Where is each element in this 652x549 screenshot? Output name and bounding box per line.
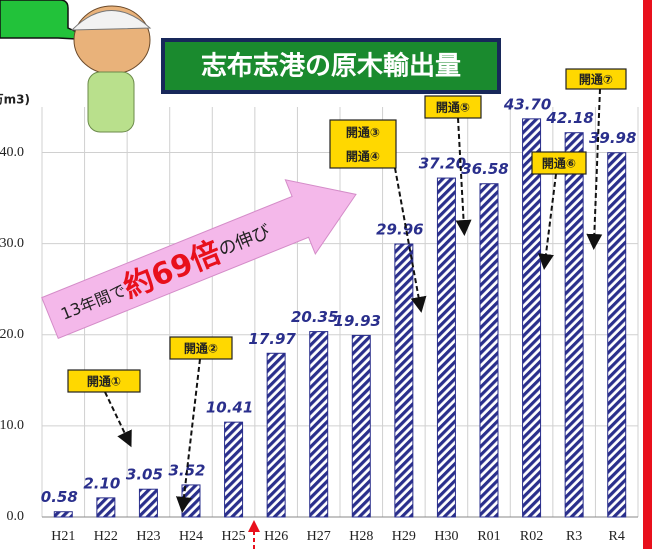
x-tick-label: H29	[392, 529, 416, 544]
bar	[54, 512, 72, 517]
annotation-arrow	[594, 89, 600, 242]
bar	[437, 178, 455, 517]
mascot	[72, 6, 150, 132]
x-tick-label: R02	[520, 529, 543, 544]
bar	[352, 335, 370, 517]
bar	[608, 153, 626, 517]
value-label: 19.93	[334, 312, 381, 330]
bar	[267, 353, 285, 517]
bar	[225, 422, 243, 517]
annotation-text: 開通①	[87, 374, 121, 389]
x-tick-label: H21	[51, 529, 75, 544]
marker-arrow-head	[248, 520, 260, 532]
chart-title: 志布志港の原木輸出量	[201, 51, 461, 82]
value-label: 17.97	[248, 330, 296, 348]
bar	[395, 244, 413, 517]
y-tick-label: 20.0	[0, 327, 24, 342]
bar	[97, 498, 115, 517]
value-label: 37.20	[419, 155, 466, 173]
value-label: 39.98	[589, 129, 636, 147]
value-label: 3.05	[126, 466, 163, 484]
annotation-text: 開通⑤	[436, 100, 470, 115]
value-label: 10.41	[206, 399, 253, 417]
bar	[480, 184, 498, 517]
x-tick-label: H22	[94, 529, 118, 544]
edge-bar	[643, 0, 652, 549]
chart: 0.0 10.0 20.0 30.0 40.0 H21 0.58 H22 2.10 H23 3.05…	[0, 0, 652, 549]
value-label: 2.10	[83, 474, 120, 492]
y-tick-label: 40.0	[0, 145, 24, 160]
annotation-text: 開通⑥	[542, 156, 576, 171]
x-tick-label: H28	[349, 529, 373, 544]
value-label: 0.58	[41, 488, 78, 506]
y-tick-label: 10.0	[0, 418, 24, 433]
svg-text:13年間で約69倍の伸び: 13年間で約69倍の伸び	[55, 214, 276, 330]
value-label: 36.58	[461, 160, 508, 178]
x-tick-label: H30	[434, 529, 458, 544]
annotation-text: 開通④	[346, 149, 380, 164]
annotation-arrow	[183, 359, 200, 505]
x-tick-label: H23	[136, 529, 160, 544]
value-label: 20.35	[291, 308, 338, 326]
x-tick-label: H26	[264, 529, 288, 544]
bar	[565, 133, 583, 517]
bar	[310, 332, 328, 517]
x-tick-label: R4	[609, 529, 625, 544]
y-tick-label: 0.0	[7, 509, 25, 524]
x-tick-label: H27	[307, 529, 331, 544]
value-label: 43.70	[503, 95, 551, 113]
x-tick-label: H25	[222, 529, 246, 544]
annotation-text: 開通③	[346, 125, 380, 140]
annotation-text: 開通②	[184, 341, 218, 356]
bar	[139, 489, 157, 517]
y-tick-label: 30.0	[0, 236, 24, 251]
value-label: 29.96	[376, 221, 423, 239]
annotation-text: 開通⑦	[579, 72, 613, 87]
x-tick-label: R3	[566, 529, 582, 544]
x-tick-label: H24	[179, 529, 203, 544]
value-label: 42.18	[545, 109, 593, 127]
x-tick-label: R01	[477, 529, 500, 544]
bar	[523, 119, 541, 517]
annotation-arrow	[545, 174, 556, 262]
annotation-arrow	[105, 392, 128, 440]
y-axis-label: (万m3)	[0, 93, 30, 107]
